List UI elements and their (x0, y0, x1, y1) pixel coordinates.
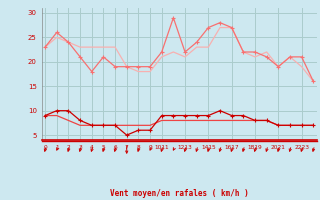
Text: Vent moyen/en rafales ( km/h ): Vent moyen/en rafales ( km/h ) (110, 189, 249, 198)
